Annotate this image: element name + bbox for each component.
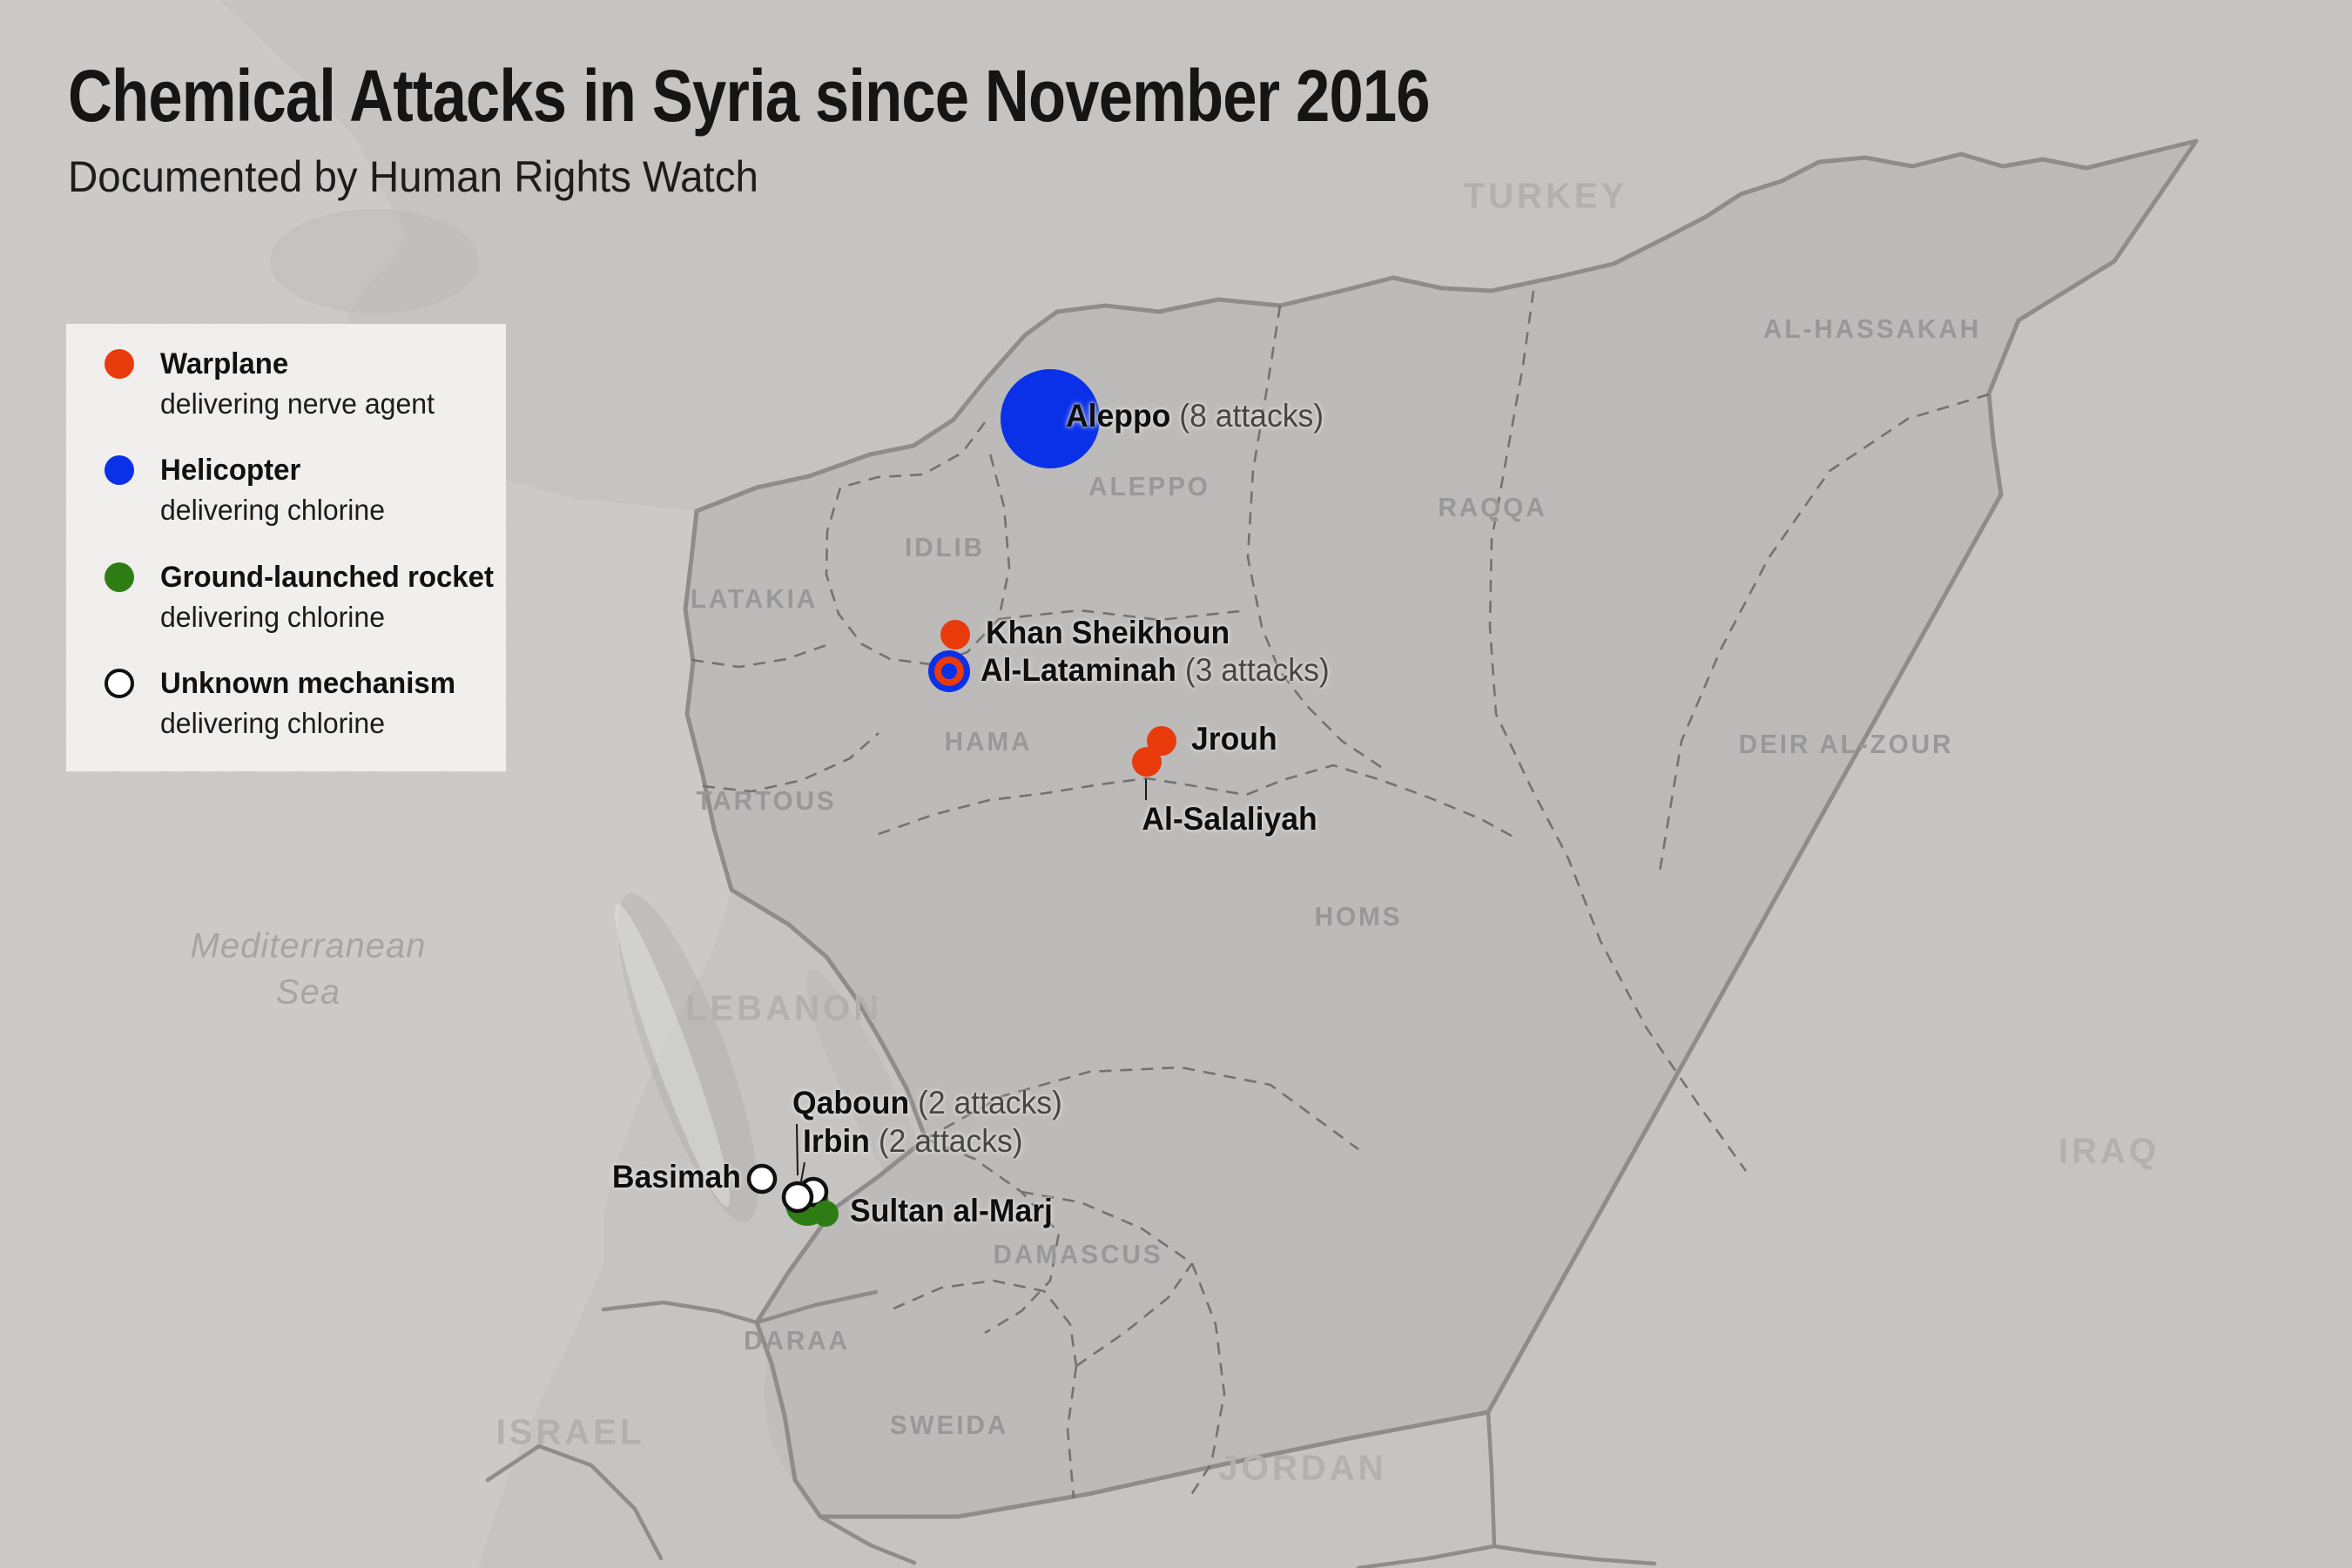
marker-irbin <box>781 1181 814 1214</box>
legend-item-unknown: Unknown mechanism delivering chlorine <box>104 664 465 743</box>
legend-sublabel: delivering chlorine <box>160 707 386 739</box>
page-title: Chemical Attacks in Syria since November… <box>68 55 1430 137</box>
legend-label: Ground-launched rocket <box>160 561 494 594</box>
marker-al-lataminah-warplane-ring <box>934 656 964 686</box>
leader-lines <box>796 779 1147 1182</box>
legend-text: Helicopter delivering chlorine <box>160 451 385 529</box>
legend-box: Warplane delivering nerve agent Helicopter… <box>66 324 506 771</box>
legend-warplane-dot-icon <box>104 349 134 379</box>
legend-label: Unknown mechanism <box>160 667 456 700</box>
legend-item-helicopter: Helicopter delivering chlorine <box>104 451 392 529</box>
marker-basimah <box>746 1163 778 1195</box>
marker-khan-sheikhoun <box>940 620 970 649</box>
marker-sultan-al-marj <box>812 1201 839 1227</box>
legend-text: Warplane delivering nerve agent <box>160 345 435 423</box>
legend-item-warplane: Warplane delivering nerve agent <box>104 345 443 423</box>
legend-unknown-dot-icon <box>104 669 134 698</box>
legend-text: Ground-launched rocket delivering chlorin… <box>160 558 494 636</box>
legend-label: Warplane <box>160 347 289 380</box>
leader-line-qaboun <box>796 1123 799 1176</box>
legend-sublabel: delivering chlorine <box>160 494 386 526</box>
leader-line-irbin <box>800 1161 805 1182</box>
page-subtitle: Documented by Human Rights Watch <box>68 152 758 201</box>
legend-text: Unknown mechanism delivering chlorine <box>160 664 455 743</box>
marker-jrouh <box>1147 726 1176 756</box>
legend-label: Helicopter <box>160 454 301 487</box>
legend-rocket-dot-icon <box>104 562 134 592</box>
attack-markers <box>746 369 1176 1227</box>
legend-sublabel: delivering nerve agent <box>160 387 435 420</box>
legend-helicopter-dot-icon <box>104 455 134 485</box>
marker-al-salaliyah <box>1132 747 1162 777</box>
legend-sublabel: delivering chlorine <box>160 601 386 633</box>
marker-aleppo <box>1001 369 1100 468</box>
legend-item-rocket: Ground-launched rocket delivering chlorin… <box>104 558 504 636</box>
